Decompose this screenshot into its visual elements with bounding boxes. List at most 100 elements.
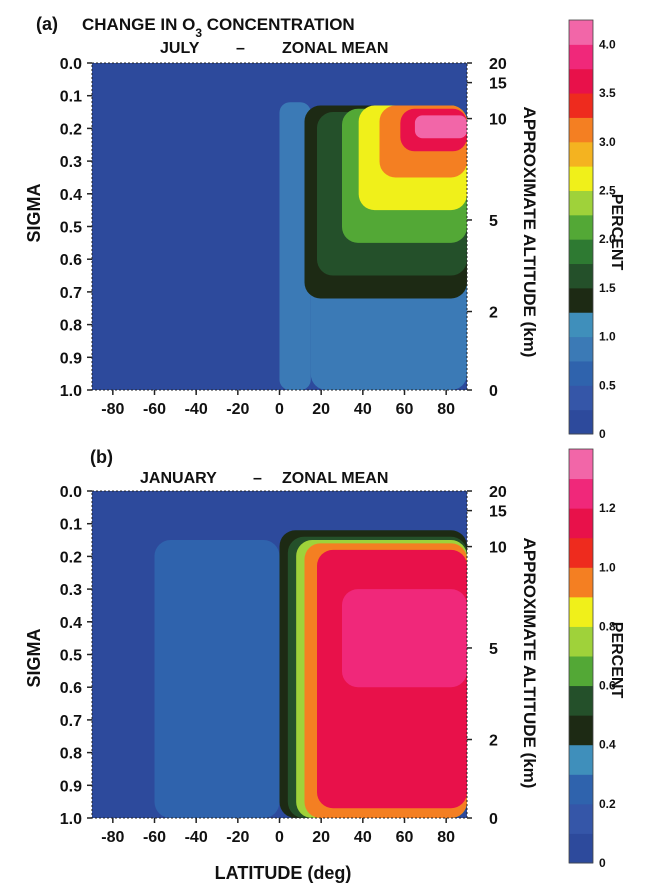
altitude-tick-label: 20 (489, 484, 507, 501)
colorbar-segment (569, 715, 593, 746)
colorbar-segment (569, 508, 593, 539)
latitude-tick-label: 80 (437, 401, 455, 418)
panel-b-subtitle-mean: ZONAL MEAN (282, 470, 388, 487)
latitude-tick-label: 0 (275, 829, 284, 846)
colorbar-segment (569, 537, 593, 568)
colorbar-segment (569, 263, 593, 289)
colorbar-segment (569, 312, 593, 338)
altitude-tick-label: 2 (489, 733, 498, 750)
altitude-tick-label: 15 (489, 76, 507, 93)
panel-b-colorbar-label: PERCENT (608, 622, 625, 699)
sigma-tick-label: 0.2 (60, 121, 82, 138)
colorbar-segment (569, 190, 593, 216)
colorbar-segment (569, 166, 593, 191)
colorbar-segment (569, 117, 593, 143)
latitude-tick-label: -60 (143, 401, 166, 418)
latitude-tick-label: 20 (312, 829, 330, 846)
sigma-tick-label: 0.7 (60, 713, 82, 730)
panel-a-ylabel: SIGMA (24, 183, 44, 242)
panel-a: (a) CHANGE IN O3 CONCENTRATION JULY – ZO… (24, 14, 625, 441)
panel-a-subtitle-mean: ZONAL MEAN (282, 40, 388, 57)
colorbar-segment (569, 44, 593, 70)
altitude-tick-label: 0 (489, 811, 498, 828)
latitude-tick-label: -40 (185, 829, 208, 846)
panel-b-colorbar: 0 0.2 0.4 0.6 0.8 1.0 1.2 (568, 448, 616, 870)
colorbar-tick-label: 0 (599, 427, 606, 441)
colorbar-tick-label: 0.4 (599, 738, 616, 752)
sigma-tick-label: 1.0 (60, 811, 82, 828)
colorbar-tick-label: 3.0 (599, 135, 616, 149)
sigma-tick-label: 0.4 (60, 187, 82, 204)
latitude-tick-label: 60 (396, 829, 414, 846)
sigma-tick-label: 0.9 (60, 350, 82, 367)
heatmap-region-7 (342, 589, 467, 688)
latitude-tick-label: -40 (185, 401, 208, 418)
colorbar-segment (569, 68, 593, 94)
altitude-tick-label: 5 (489, 213, 498, 230)
colorbar-segment (569, 287, 593, 313)
colorbar-segment (569, 803, 593, 834)
sigma-tick-label: 0.3 (60, 154, 82, 171)
colorbar-tick-label: 2.0 (599, 232, 616, 246)
colorbar-segment (569, 214, 593, 240)
panel-b-subtitle-dash: – (253, 470, 262, 487)
heatmap-region-1 (154, 540, 280, 818)
sigma-tick-label: 0.8 (60, 746, 82, 763)
colorbar-segment (569, 449, 593, 480)
altitude-tick-label: 10 (489, 540, 507, 557)
sigma-tick-label: 0.6 (60, 252, 82, 269)
colorbar-tick-label: 0.6 (599, 679, 616, 693)
sigma-tick-label: 0.0 (60, 484, 82, 501)
colorbar-tick-label: 0.8 (599, 619, 616, 633)
latitude-tick-label: -60 (143, 829, 166, 846)
panel-a-subtitle-month: JULY (160, 40, 200, 57)
altitude-tick-label: 15 (489, 504, 507, 521)
panel-a-label: (a) (36, 14, 58, 34)
latitude-tick-label: 40 (354, 401, 372, 418)
colorbar-tick-label: 2.5 (599, 183, 616, 197)
altitude-tick-label: 20 (489, 56, 507, 73)
sigma-tick-label: 0.2 (60, 549, 82, 566)
panel-a-colorbar-label: PERCENT (608, 194, 625, 271)
colorbar-segment (569, 596, 593, 627)
sigma-tick-label: 0.5 (60, 220, 82, 237)
latitude-tick-label: 60 (396, 401, 414, 418)
panel-b-subtitle-month: JANUARY (140, 470, 217, 487)
panel-b-ylabel: SIGMA (24, 628, 44, 687)
panel-a-altitude-label: APPROXIMATE ALTITUDE (km) (520, 107, 539, 358)
panel-b: (b) JANUARY – ZONAL MEAN SIGMA APPROXIMA… (24, 447, 625, 883)
colorbar-segment (569, 141, 593, 167)
latitude-tick-label: -80 (101, 829, 124, 846)
latitude-tick-label: -80 (101, 401, 124, 418)
colorbar-segment (569, 685, 593, 716)
colorbar-segment (569, 626, 593, 657)
panel-a-subtitle-dash: – (236, 40, 245, 57)
colorbar-tick-label: 0.2 (599, 797, 616, 811)
sigma-tick-label: 0.1 (60, 517, 82, 534)
colorbar-segment (569, 385, 593, 411)
altitude-tick-label: 10 (489, 112, 507, 129)
sigma-tick-label: 0.0 (60, 56, 82, 73)
colorbar-tick-label: 3.5 (599, 86, 616, 100)
colorbar-segment (569, 478, 593, 509)
colorbar-segment (569, 336, 593, 362)
colorbar-segment (569, 774, 593, 805)
colorbar-segment (569, 360, 593, 386)
latitude-tick-label: -20 (226, 829, 249, 846)
altitude-tick-label: 5 (489, 641, 498, 658)
latitude-tick-label: 40 (354, 829, 372, 846)
altitude-tick-label: 2 (489, 305, 498, 322)
colorbar-tick-label: 1.0 (599, 330, 616, 344)
panel-a-axes: 0.0 0.1 0.2 0.3 0.4 0.5 0.6 0.7 0.8 0.9 1.0 -80 -60 -… (60, 56, 507, 418)
colorbar-segment (569, 744, 593, 775)
colorbar-segment (569, 93, 593, 118)
panel-b-label: (b) (90, 447, 113, 467)
heatmap-region-9 (414, 115, 467, 139)
panel-b-xlabel: LATITUDE (deg) (215, 863, 352, 883)
latitude-tick-label: 20 (312, 401, 330, 418)
sigma-tick-label: 0.9 (60, 778, 82, 795)
colorbar-segment (569, 239, 593, 265)
sigma-tick-label: 0.4 (60, 615, 82, 632)
colorbar-frame (568, 448, 594, 864)
